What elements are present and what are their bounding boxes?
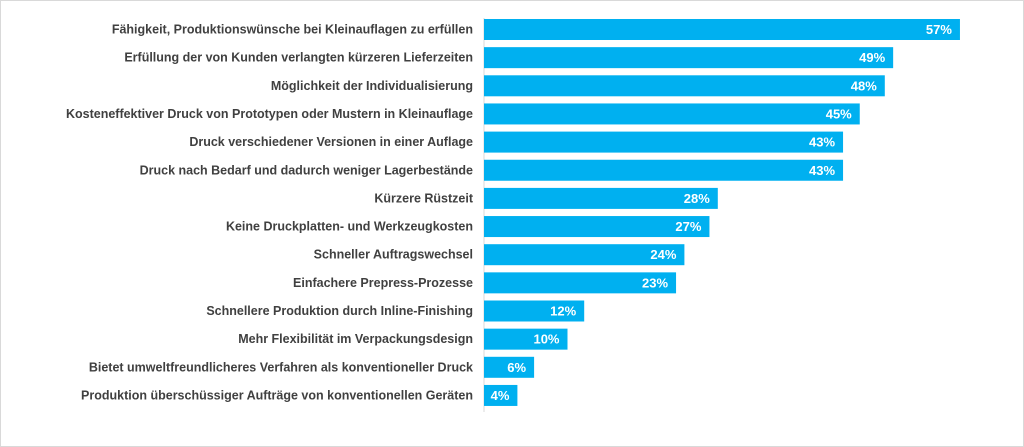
value-label: 43% <box>809 163 835 178</box>
bar <box>484 47 894 69</box>
value-label: 57% <box>926 22 952 37</box>
value-label: 4% <box>491 388 510 403</box>
value-label: 24% <box>650 247 676 262</box>
value-label: 12% <box>550 304 576 319</box>
value-label: 6% <box>507 360 526 375</box>
category-label: Keine Druckplatten- und Werkzeugkosten <box>226 220 473 234</box>
bar <box>484 244 685 266</box>
category-label: Bietet umweltfreundlicheres Verfahren al… <box>89 360 473 374</box>
category-label: Druck nach Bedarf und dadurch weniger La… <box>140 163 473 177</box>
bar <box>484 272 677 294</box>
bar <box>484 75 885 97</box>
bar <box>484 187 718 209</box>
bar <box>484 216 710 238</box>
bar <box>484 103 860 125</box>
category-label: Einfachere Prepress-Prozesse <box>293 276 473 290</box>
category-label: Kosteneffektiver Druck von Prototypen od… <box>66 107 473 121</box>
bar <box>484 300 585 322</box>
category-label: Fähigkeit, Produktionswünsche bei Kleina… <box>112 23 473 37</box>
bar <box>484 328 568 350</box>
bar <box>484 131 844 153</box>
bars-group: Fähigkeit, Produktionswünsche bei Kleina… <box>66 19 960 406</box>
value-label: 45% <box>826 106 852 121</box>
value-label: 10% <box>533 332 559 347</box>
category-label: Möglichkeit der Individualisierung <box>271 79 473 93</box>
bar <box>484 384 518 406</box>
value-label: 48% <box>851 78 877 93</box>
category-label: Erfüllung der von Kunden verlangten kürz… <box>124 51 473 65</box>
bar <box>484 159 844 181</box>
value-label: 27% <box>675 219 701 234</box>
category-label: Produktion überschüssiger Aufträge von k… <box>81 388 473 402</box>
category-label: Mehr Flexibilität im Verpackungsdesign <box>238 332 473 346</box>
category-label: Druck verschiedener Versionen in einer A… <box>189 135 473 149</box>
category-label: Kürzere Rüstzeit <box>374 191 473 205</box>
value-label: 28% <box>684 191 710 206</box>
bar <box>484 19 960 40</box>
category-label: Schnellere Produktion durch Inline-Finis… <box>206 304 473 318</box>
value-label: 43% <box>809 135 835 150</box>
value-label: 23% <box>642 275 668 290</box>
bar <box>484 356 535 378</box>
category-label: Schneller Auftragswechsel <box>314 248 473 262</box>
value-label: 49% <box>859 50 885 65</box>
